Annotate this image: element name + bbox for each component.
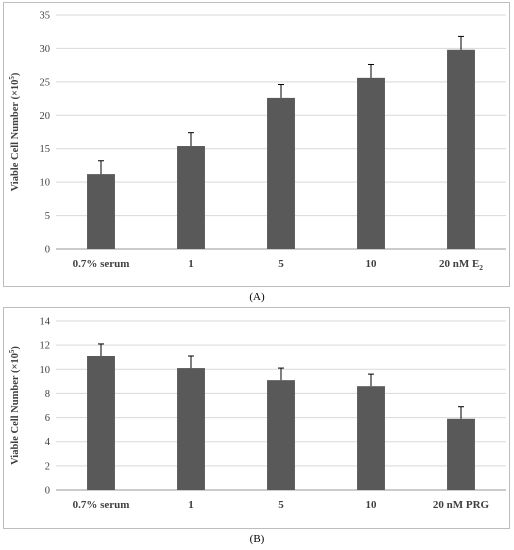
- bar: [447, 418, 475, 490]
- y-tick-label: 0: [45, 486, 50, 497]
- y-tick-label: 5: [45, 211, 50, 222]
- y-tick-label: 15: [40, 144, 51, 155]
- bar: [447, 49, 475, 249]
- y-tick-label: 0: [45, 245, 50, 256]
- x-tick-label: 5: [278, 499, 284, 511]
- x-tick-label-text: 1: [188, 499, 194, 511]
- bar: [87, 174, 115, 249]
- y-axis-label: Viable Cell Number (×105): [8, 346, 21, 465]
- x-tick-label-text: 5: [278, 499, 284, 511]
- x-tick-label-text: 0.7% serum: [73, 258, 130, 270]
- chart-panel-a: 0 5 10 15 20 25 30 35 Viable Cell Number (×105) 0…: [3, 2, 510, 287]
- y-tick-label: 25: [40, 77, 51, 88]
- x-tick-label-text: 10: [366, 499, 378, 511]
- y-tick-label: 20: [40, 111, 51, 122]
- y-tick-label: 10: [40, 178, 51, 189]
- x-tick-label: 0.7% serum: [73, 499, 130, 511]
- bar: [177, 368, 205, 490]
- bar: [87, 356, 115, 490]
- x-tick-label-subscript: 2: [479, 263, 483, 272]
- y-tick-label: 14: [40, 317, 51, 328]
- x-tick-label-text: 1: [188, 258, 194, 270]
- chart-panel-b: 0 2 4 6 8 10 12 14 Viable Cell Number (×105) 0.7%…: [3, 307, 510, 529]
- bar: [357, 77, 385, 250]
- y-tick-label: 6: [45, 413, 50, 424]
- x-tick-label: 0.7% serum: [73, 258, 130, 270]
- x-tick-label: 10: [366, 258, 378, 270]
- x-tick-label-text: 5: [278, 258, 284, 270]
- y-axis-label: Viable Cell Number (×105): [8, 72, 21, 191]
- y-axis-label-end: ): [10, 346, 21, 350]
- x-tick-label: 20 nM PRG: [433, 499, 490, 511]
- x-tick-label: 1: [188, 258, 194, 270]
- caption-b: (B): [249, 533, 265, 545]
- y-tick-label: 12: [40, 341, 51, 352]
- y-tick-label: 8: [45, 389, 50, 400]
- x-tick-label: 10: [366, 499, 378, 511]
- y-axis-label-main: Viable Cell Number (×10: [10, 80, 21, 192]
- y-tick-label: 10: [40, 365, 51, 376]
- y-tick-label: 4: [45, 437, 51, 448]
- y-tick-label: 35: [40, 11, 51, 22]
- x-tick-label-text: 20 nM E: [439, 258, 479, 270]
- x-tick-label-text: 10: [366, 258, 378, 270]
- y-axis-label-sup: 5: [8, 349, 16, 353]
- x-tick-label: 20 nM E2: [439, 258, 483, 272]
- bar: [177, 146, 205, 249]
- bar: [267, 380, 295, 490]
- y-axis-label-main: Viable Cell Number (×10: [10, 353, 21, 465]
- y-tick-label: 2: [45, 461, 50, 472]
- x-tick-label-text: 20 nM PRG: [433, 499, 490, 511]
- bar: [357, 386, 385, 490]
- x-tick-label-text: 0.7% serum: [73, 499, 130, 511]
- x-tick-label: 5: [278, 258, 284, 270]
- y-axis-label-sup: 5: [8, 76, 16, 80]
- y-tick-label: 30: [40, 44, 51, 55]
- x-tick-label: 1: [188, 499, 194, 511]
- bar: [267, 97, 295, 249]
- caption-a: (A): [249, 291, 265, 303]
- y-axis-label-end: ): [10, 72, 21, 76]
